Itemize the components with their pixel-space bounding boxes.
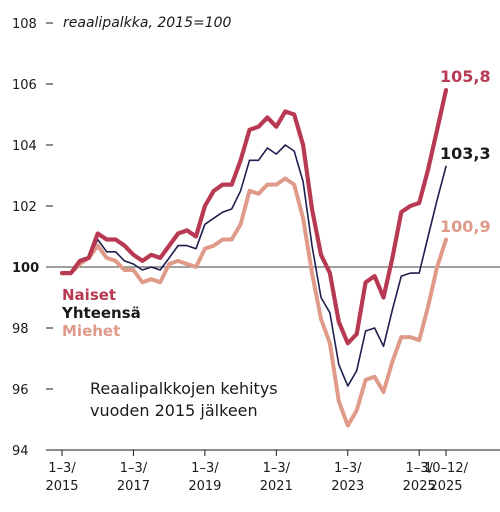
y-tick-label: 108 xyxy=(12,17,37,32)
y-tick-label: 98 xyxy=(12,322,29,337)
y-axis-label: reaalipalkka, 2015=100 xyxy=(63,15,232,31)
x-axis: 1–3/2015 1–3/2017 1–3/2019 1–3/2021 1–3/2023… xyxy=(45,450,469,494)
x-tick-label-line-2: 2021 xyxy=(260,479,293,494)
x-tick-label-line-1: 1–3/ xyxy=(48,461,76,476)
annotation-line-1: Reaalipalkkojen kehitys xyxy=(90,379,278,398)
x-tick-label-line-2: 2015 xyxy=(45,479,78,494)
series-layer xyxy=(59,88,449,428)
x-tick-label-line-2: 2025 xyxy=(403,479,436,494)
end-labels: 100,9 103,3 105,8 xyxy=(440,67,491,236)
x-tick-label-line-1: 1–3/ xyxy=(263,461,291,476)
y-tick-label: 104 xyxy=(12,139,37,154)
series-line-naiset xyxy=(59,88,449,346)
end-label-miehet: 100,9 xyxy=(440,217,491,236)
y-tick-label: 94 xyxy=(12,444,29,459)
end-label-yhteensä: 103,3 xyxy=(440,144,491,163)
y-tick-label: 96 xyxy=(12,383,29,398)
x-tick-label-line-1: 1–3/ xyxy=(120,461,148,476)
legend-entry: Naiset xyxy=(62,286,116,304)
x-tick-label-line-1: 10–12/ xyxy=(424,461,469,476)
x-tick-label-line-2: 2019 xyxy=(188,479,221,494)
x-tick-label-line-1: 1–3/ xyxy=(191,461,219,476)
series-line-yhteensä xyxy=(61,144,447,387)
legend-entry: Yhteensä xyxy=(61,304,141,322)
annotation-line-2: vuoden 2015 jälkeen xyxy=(90,401,258,420)
end-label-naiset: 105,8 xyxy=(440,67,491,86)
x-tick-label-line-1: 1–3/ xyxy=(405,461,433,476)
y-tick-label: 106 xyxy=(12,78,37,93)
legend-entry: Miehet xyxy=(62,322,120,340)
y-tick-label: 100 xyxy=(12,261,39,276)
x-tick-label-line-2: 2023 xyxy=(331,479,364,494)
y-axis: 94 96 98 100 102 104 106 108 xyxy=(12,17,53,459)
x-tick-label-line-1: 1–3/ xyxy=(334,461,362,476)
x-tick-label-line-2: 2025 xyxy=(429,479,462,494)
y-tick-label: 102 xyxy=(12,200,37,215)
series-line-miehet xyxy=(60,176,448,428)
x-tick-label-line-2: 2017 xyxy=(117,479,150,494)
